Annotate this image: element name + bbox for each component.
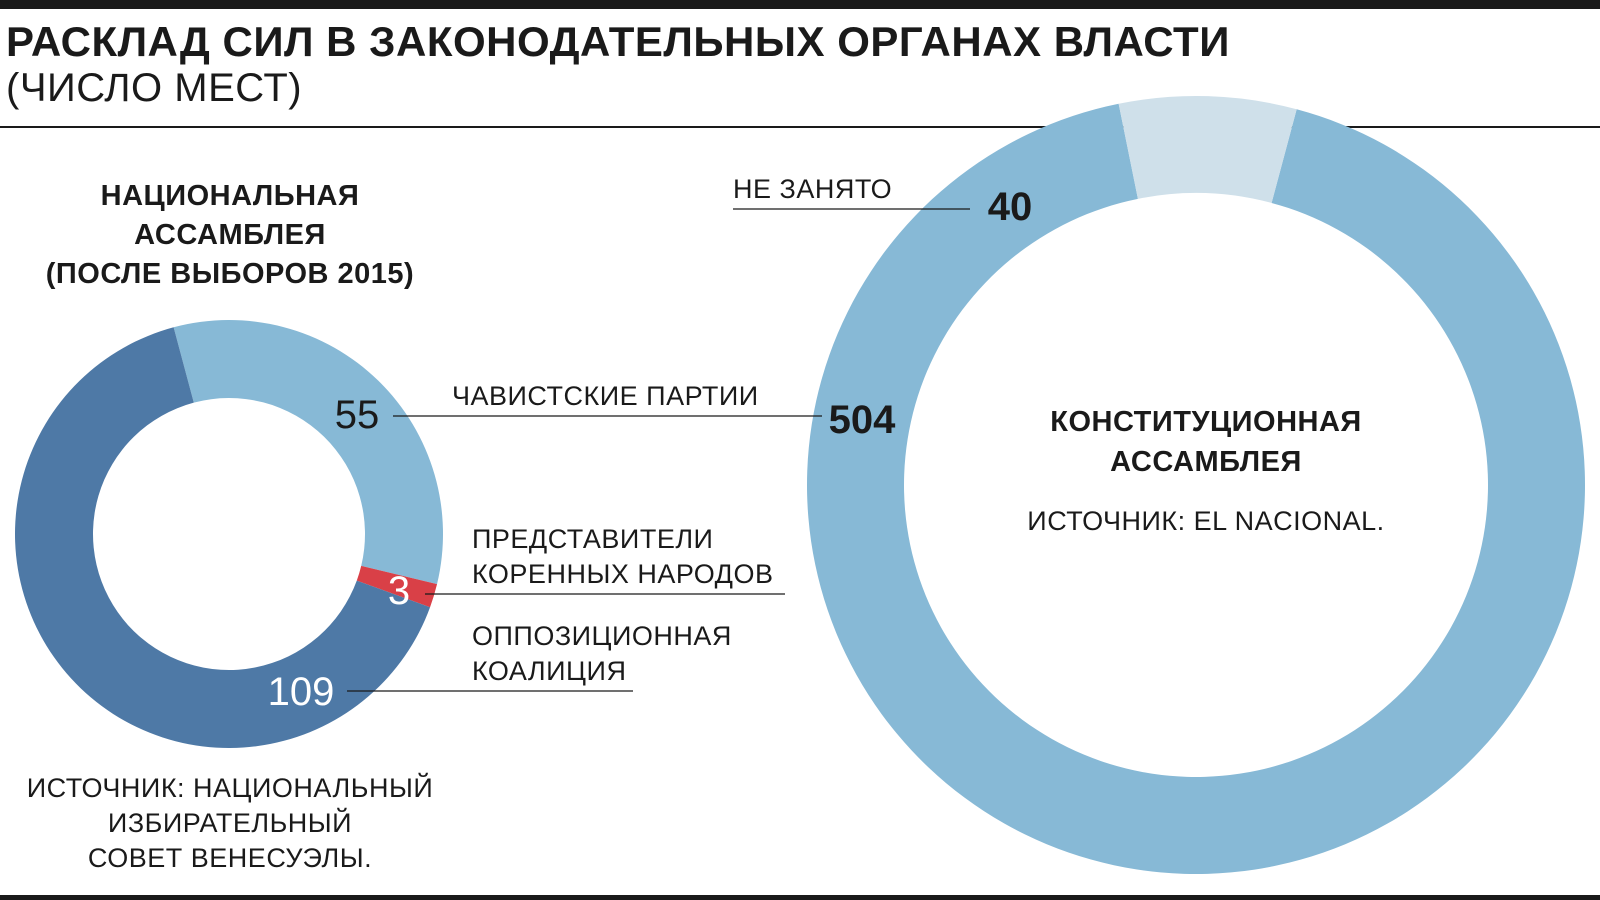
data-label-chavist-national: 55	[335, 393, 380, 437]
slice-chavist-constituent	[807, 103, 1586, 875]
slice-opposition	[14, 327, 431, 748]
constituent-assembly-heading-line1: КОНСТИТУЦИОННАЯ	[1050, 406, 1362, 438]
data-label-opposition: 109	[268, 670, 335, 714]
national-assembly-source-line2: ИЗБИРАТЕЛЬНЫЙ	[108, 807, 352, 838]
label-indigenous-line2: КОРЕННЫХ НАРОДОВ	[472, 559, 773, 589]
constituent-assembly-donut	[807, 96, 1586, 875]
top-border	[0, 0, 1600, 9]
slice-indigenous	[356, 565, 438, 608]
constituent-assembly-heading-line2: АССАМБЛЕЯ	[1110, 446, 1302, 478]
label-vacant: НЕ ЗАНЯТО	[733, 174, 892, 204]
label-indigenous-line1: ПРЕДСТАВИТЕЛИ	[472, 524, 713, 554]
label-opposition-line2: КОАЛИЦИЯ	[472, 656, 626, 686]
chart-subtitle: (ЧИСЛО МЕСТ)	[6, 66, 303, 110]
constituent-assembly-source: ИСТОЧНИК: EL NACIONAL.	[1027, 506, 1384, 536]
data-label-chavist-constituent: 504	[829, 398, 896, 442]
label-chavist: ЧАВИСТСКИЕ ПАРТИИ	[452, 381, 759, 411]
slice-vacant	[1118, 96, 1297, 203]
national-assembly-donut	[14, 320, 443, 748]
title-rule	[0, 126, 1600, 128]
bottom-border	[0, 895, 1600, 900]
label-opposition-line1: ОППОЗИЦИОННАЯ	[472, 621, 732, 651]
national-assembly-heading-line2: АССАМБЛЕЯ	[134, 219, 326, 251]
slice-chavist-national	[173, 320, 443, 585]
data-label-indigenous: 3	[388, 569, 410, 613]
national-assembly-source-line3: СОВЕТ ВЕНЕСУЭЛЫ.	[88, 843, 372, 873]
national-assembly-heading-line1: НАЦИОНАЛЬНАЯ	[101, 180, 360, 212]
national-assembly-heading-line3: (ПОСЛЕ ВЫБОРОВ 2015)	[46, 258, 414, 290]
chart-title: РАСКЛАД СИЛ В ЗАКОНОДАТЕЛЬНЫХ ОРГАНАХ ВЛ…	[6, 18, 1230, 65]
national-assembly-source-line1: ИСТОЧНИК: НАЦИОНАЛЬНЫЙ	[27, 772, 434, 803]
data-label-vacant: 40	[988, 185, 1033, 229]
